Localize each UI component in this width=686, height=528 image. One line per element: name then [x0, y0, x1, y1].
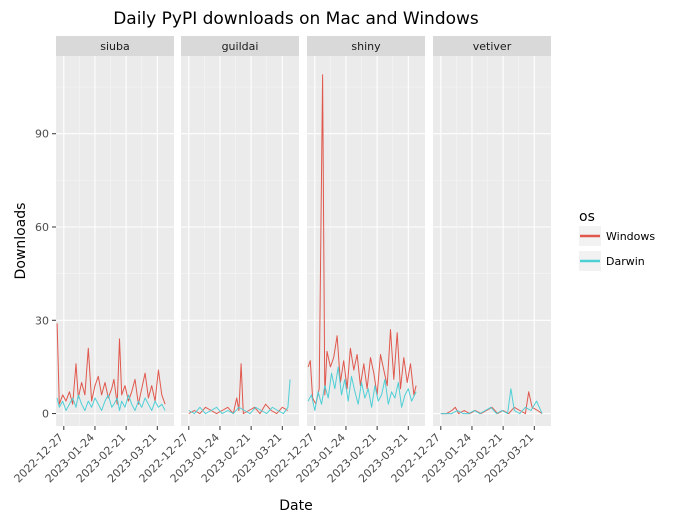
x-axis-title: Date	[279, 498, 312, 514]
panel-background	[56, 56, 174, 426]
facet-panel-shiny: shiny2022-12-272023-01-242023-02-212023-…	[263, 36, 425, 485]
series-line-darwin	[188, 379, 291, 415]
legend-label: Darwin	[606, 255, 645, 268]
facet-strip	[433, 36, 551, 56]
series-line-windows	[56, 323, 166, 405]
y-tick-label: 60	[35, 221, 49, 234]
series-line-darwin	[440, 388, 543, 415]
y-axis: 0 30 60 90	[35, 128, 56, 421]
legend-title: os	[579, 209, 595, 225]
series-line-darwin	[307, 366, 417, 411]
y-tick-label: 90	[35, 128, 49, 141]
series-line-windows	[188, 363, 289, 415]
y-tick-label: 30	[35, 314, 49, 327]
series-line-windows	[307, 74, 417, 405]
facet-strip	[56, 36, 174, 56]
y-tick-label: 0	[42, 408, 49, 421]
series-line-darwin	[56, 394, 166, 411]
legend-label: Windows	[606, 230, 655, 243]
facet-panel-vetiver: vetiver2022-12-272023-01-242023-02-21202…	[389, 36, 551, 485]
panels-layer: siuba2022-12-272023-01-242023-02-212023-…	[12, 36, 551, 485]
facet-strip-label: siuba	[100, 40, 129, 53]
series-line-windows	[440, 391, 543, 415]
facet-strip-label: guildai	[222, 40, 259, 53]
panel-background	[181, 56, 299, 426]
facet-panel-siuba: siuba2022-12-272023-01-242023-02-212023-…	[12, 36, 174, 485]
facet-strip-label: shiny	[351, 40, 381, 53]
facet-strip	[307, 36, 425, 56]
facet-strip	[181, 36, 299, 56]
chart-title: Daily PyPI downloads on Mac and Windows	[113, 9, 479, 29]
facet-strip-label: vetiver	[473, 40, 512, 53]
panel-background	[433, 56, 551, 426]
y-axis-title: Downloads	[13, 203, 29, 280]
legend: os Windows Darwin	[579, 209, 655, 271]
